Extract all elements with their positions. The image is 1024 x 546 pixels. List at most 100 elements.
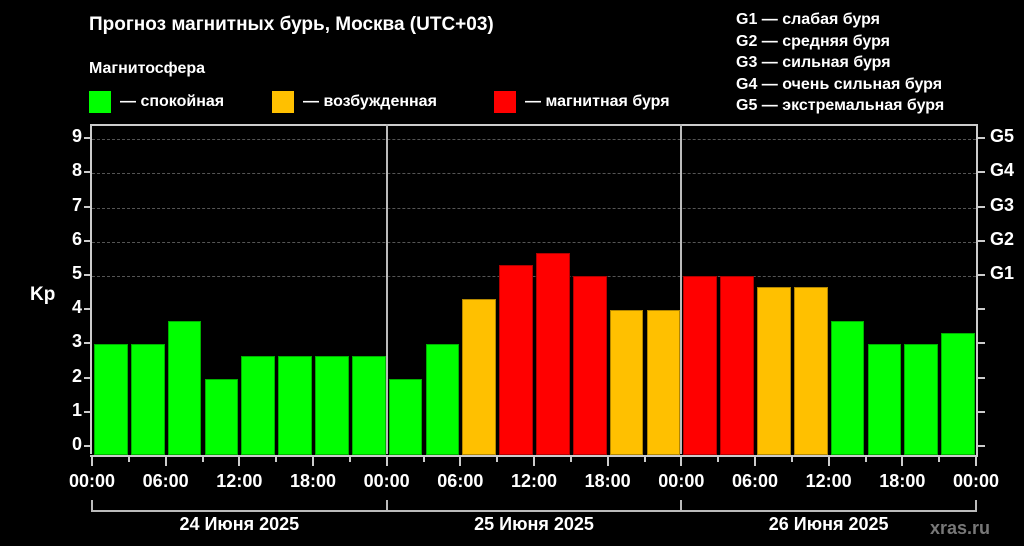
x-tick-mark <box>569 456 572 462</box>
date-bracket-tick <box>91 500 93 512</box>
right-tick-mark <box>978 342 985 345</box>
g-scale-tick-g4: G4 <box>990 160 1015 181</box>
x-tick-label: 00:00 <box>952 471 1000 491</box>
date-bracket-tick <box>975 500 977 512</box>
y-axis-label: Kp <box>30 284 56 305</box>
kp-bar <box>462 298 497 455</box>
y-tick-label: 6 <box>71 228 82 249</box>
chart-title: Прогноз магнитных бурь, Москва (UTC+03) <box>89 14 494 35</box>
right-tick-mark <box>978 376 985 379</box>
right-tick-mark <box>978 137 985 140</box>
gridline <box>92 207 976 209</box>
x-tick-label: 06:00 <box>437 471 484 491</box>
g4-legend: G4 — очень сильная буря <box>736 75 943 93</box>
x-tick-label: 06:00 <box>731 471 779 491</box>
x-tick-mark <box>790 456 793 462</box>
x-tick-label: 18:00 <box>584 471 631 491</box>
g5-legend: G5 — экстремальная буря <box>736 97 945 114</box>
y-tick-mark <box>84 308 90 311</box>
x-tick-mark <box>643 456 646 462</box>
x-tick-mark <box>533 456 535 466</box>
x-tick-label: 00:00 <box>658 471 705 491</box>
right-tick-mark <box>978 410 985 413</box>
date-label: 26 Июня 2025 <box>768 514 889 534</box>
g3-legend: G3 — сильная буря <box>736 54 891 71</box>
x-tick-mark <box>91 456 93 466</box>
x-tick-mark <box>127 456 130 462</box>
x-tick-label: 12:00 <box>510 471 558 491</box>
day-separator <box>680 124 683 454</box>
kp-bar <box>130 344 165 455</box>
gridline <box>92 139 976 141</box>
legend-storm: — магнитная буря <box>494 91 670 113</box>
y-tick-mark <box>84 137 90 140</box>
x-tick-mark <box>901 456 904 466</box>
x-tick-mark <box>754 456 756 466</box>
x-tick-mark <box>827 456 830 466</box>
y-tick-label: 4 <box>71 297 82 318</box>
g-scale-legend: G1 — слабая буря G2 — средняя буря G3 — … <box>736 9 944 117</box>
g-scale-tick-g3: G3 <box>990 194 1015 215</box>
date-label: 24 Июня 2025 <box>179 514 300 534</box>
kp-bar <box>830 321 865 455</box>
x-tick-mark <box>680 456 683 466</box>
legend-calm-label: — спокойная <box>120 93 225 110</box>
x-tick-mark <box>864 456 867 462</box>
kp-bar <box>388 378 423 455</box>
x-tick-label: 18:00 <box>289 471 337 491</box>
right-tick-mark <box>978 274 985 276</box>
x-tick-mark <box>385 456 388 466</box>
right-tick-mark <box>978 308 985 311</box>
x-tick-mark <box>938 456 941 462</box>
y-tick-mark <box>84 171 90 174</box>
right-axis-line <box>976 124 978 455</box>
right-tick-mark <box>978 445 985 447</box>
watermark: xras.ru <box>930 518 991 538</box>
kp-bar <box>572 276 607 455</box>
x-tick-mark <box>238 456 241 466</box>
y-tick-label: 1 <box>71 399 82 420</box>
kp-bar <box>941 333 975 455</box>
active-swatch-icon <box>272 91 294 113</box>
gridline <box>92 173 976 175</box>
right-tick-mark <box>978 205 985 208</box>
kp-bar <box>315 355 349 455</box>
date-bracket <box>681 510 976 512</box>
x-tick-label: 00:00 <box>68 471 116 491</box>
y-tick-label: 7 <box>71 194 82 215</box>
y-tick-mark <box>84 342 90 345</box>
legend-storm-label: — магнитная буря <box>525 93 670 110</box>
y-tick-label: 8 <box>71 160 82 181</box>
x-tick-mark <box>275 456 278 462</box>
kp-bar <box>720 276 754 455</box>
kp-bar <box>351 355 386 455</box>
legend-active-label: — возбужденная <box>303 93 437 110</box>
x-tick-mark <box>717 456 720 462</box>
y-tick-mark <box>84 445 90 447</box>
g2-legend: G2 — средняя буря <box>736 32 890 50</box>
kp-bar <box>757 287 791 455</box>
legend-active: — возбужденная <box>272 91 437 113</box>
x-tick-label: 12:00 <box>805 471 852 491</box>
x-tick-mark <box>496 456 499 462</box>
legend-calm: — спокойная <box>89 91 224 113</box>
g1-legend: G1 — слабая буря <box>736 11 881 28</box>
x-tick-mark <box>312 456 314 466</box>
kp-bar <box>904 344 939 455</box>
y-tick-label: 5 <box>71 263 82 283</box>
g-scale-tick-g2: G2 <box>990 228 1015 249</box>
y-tick-label: 0 <box>71 434 82 454</box>
x-tick-mark <box>606 456 609 466</box>
day-separator <box>385 124 388 454</box>
date-bracket <box>386 510 682 512</box>
g-scale-tick-g5: G5 <box>990 126 1015 147</box>
y-tick-label: 9 <box>71 126 82 147</box>
x-tick-mark <box>459 456 462 466</box>
gridline <box>92 241 976 243</box>
legend-heading: Магнитосфера <box>89 60 206 77</box>
kp-bar <box>609 310 644 455</box>
y-tick-label: 2 <box>71 365 82 386</box>
x-tick-mark <box>422 456 425 462</box>
right-tick-mark <box>978 239 985 242</box>
kp-bar <box>867 344 902 455</box>
